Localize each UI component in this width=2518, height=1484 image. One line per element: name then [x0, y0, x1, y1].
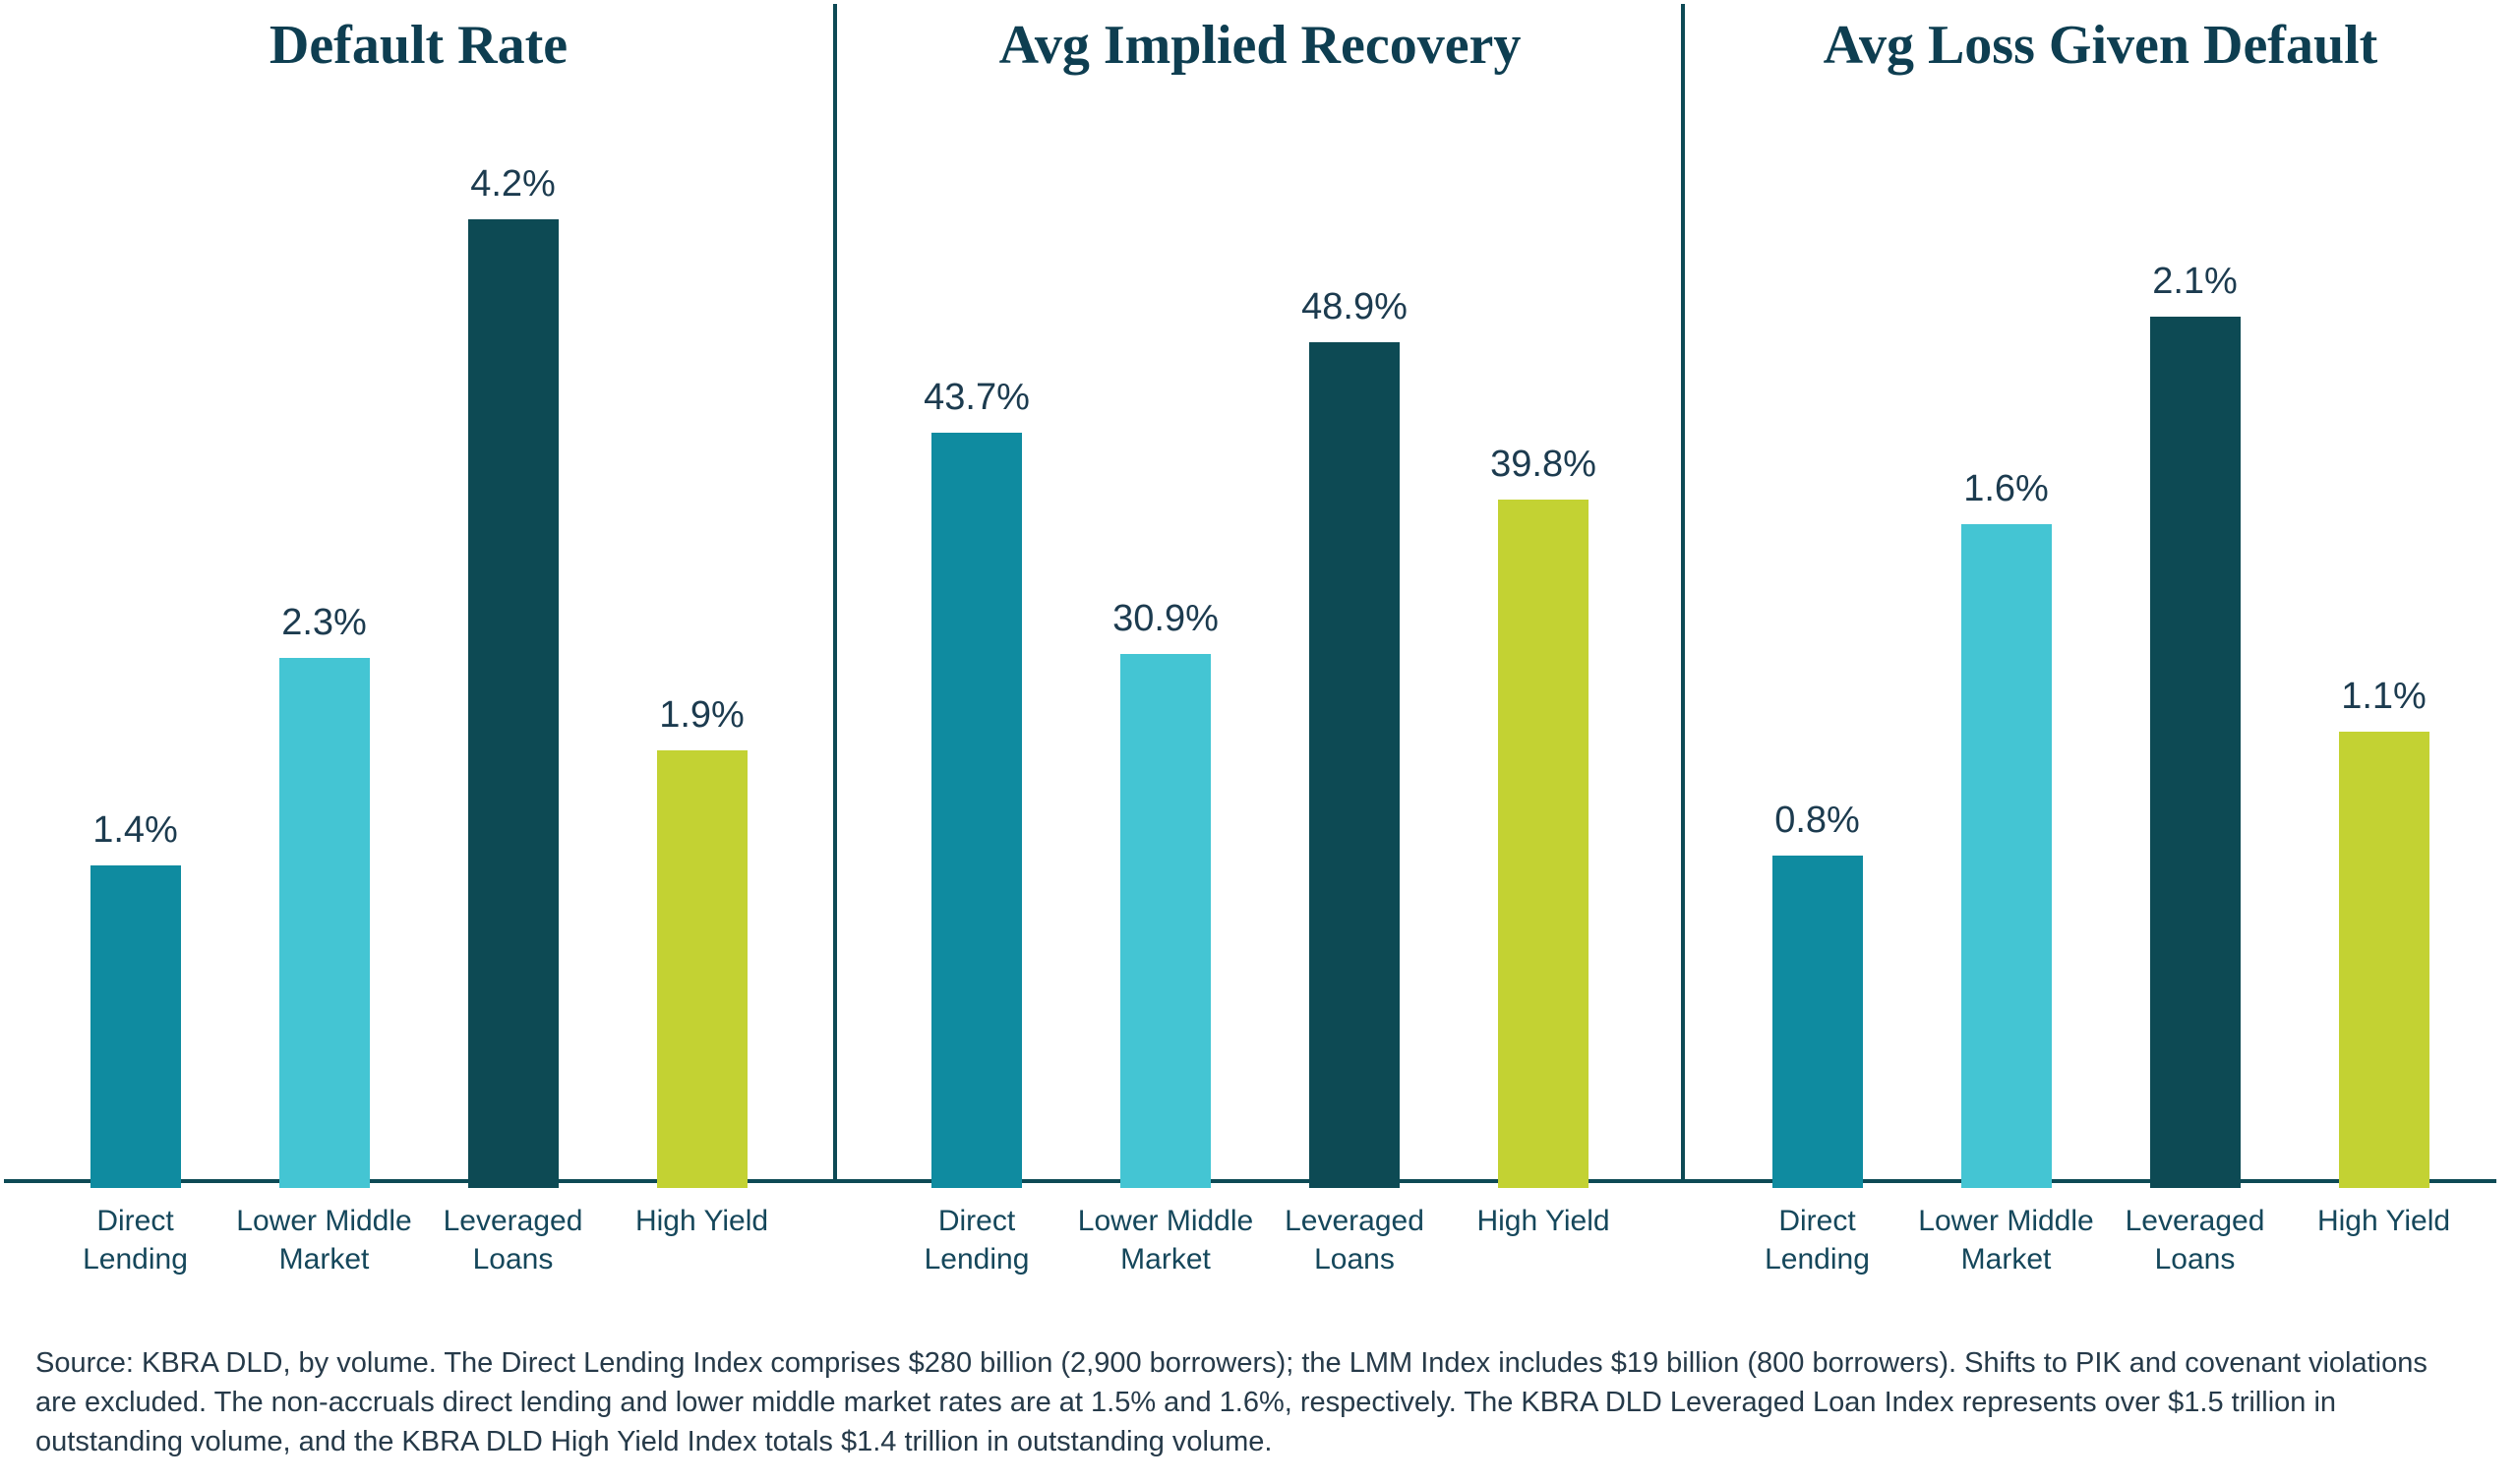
category-label-leveraged-loans: Leveraged Loans	[443, 1205, 583, 1276]
bar-value-label-lower-middle-market: 1.6%	[1963, 468, 2049, 509]
category-slot-direct-lending: Direct Lending	[41, 1202, 230, 1278]
category-slot-leveraged-loans: Leveraged Loans	[419, 1202, 608, 1278]
bar-lower-middle-market	[278, 658, 370, 1188]
bar-leveraged-loans	[467, 219, 559, 1188]
bar-slot-high-yield: 39.8%	[1449, 444, 1638, 1188]
bar-lower-middle-market	[1960, 524, 2052, 1188]
category-label-lower-middle-market: Lower Middle Market	[236, 1205, 412, 1276]
panel-divider	[1681, 4, 1685, 1181]
bar-value-label-direct-lending: 0.8%	[1774, 800, 1860, 841]
panel-title-avg-implied-recovery: Avg Implied Recovery	[998, 15, 1522, 76]
bar-leveraged-loans	[1309, 342, 1400, 1188]
bar-value-label-leveraged-loans: 4.2%	[470, 163, 556, 205]
x-axis-line	[4, 1179, 2496, 1183]
bar-slot-leveraged-loans: 48.9%	[1260, 286, 1449, 1188]
bar-slot-direct-lending: 0.8%	[1723, 800, 1912, 1188]
bar-high-yield	[1498, 500, 1589, 1188]
bar-slot-lower-middle-market: 30.9%	[1071, 598, 1260, 1188]
bar-value-label-high-yield: 1.9%	[659, 694, 745, 736]
bar-leveraged-loans	[2149, 317, 2241, 1188]
bar-value-label-leveraged-loans: 48.9%	[1301, 286, 1408, 327]
bar-value-label-lower-middle-market: 2.3%	[281, 602, 367, 643]
category-label-lower-middle-market: Lower Middle Market	[1077, 1205, 1254, 1276]
bar-group-default-rate: 1.4% 2.3% 4.2% 1.9%	[0, 0, 837, 1188]
category-slot-direct-lending: Direct Lending	[882, 1202, 1071, 1278]
bar-slot-direct-lending: 1.4%	[41, 809, 230, 1188]
category-labels-default-rate: Direct Lending Lower Middle Market Leverag…	[0, 1202, 837, 1278]
bar-value-label-high-yield: 1.1%	[2341, 676, 2427, 717]
bar-high-yield	[656, 750, 748, 1188]
category-label-high-yield: High Yield	[634, 1205, 769, 1237]
bar-value-label-direct-lending: 1.4%	[92, 809, 178, 851]
category-label-leveraged-loans: Leveraged Loans	[2125, 1205, 2265, 1276]
category-slot-high-yield: High Yield	[2290, 1202, 2479, 1278]
bar-high-yield	[2338, 732, 2429, 1188]
panel-title-avg-loss-given-default: Avg Loss Given Default	[1823, 15, 2378, 76]
panel-title-default-rate: Default Rate	[269, 15, 569, 76]
bar-slot-direct-lending: 43.7%	[882, 377, 1071, 1188]
category-slot-high-yield: High Yield	[1449, 1202, 1638, 1278]
category-labels-avg-implied-recovery: Direct Lending Lower Middle Market Leverag…	[837, 1202, 1683, 1278]
category-label-high-yield: High Yield	[1476, 1205, 1610, 1237]
category-slot-high-yield: High Yield	[608, 1202, 797, 1278]
bar-slot-high-yield: 1.9%	[608, 694, 797, 1188]
category-label-direct-lending: Direct Lending	[83, 1205, 188, 1276]
bar-direct-lending	[1771, 856, 1863, 1188]
bar-value-label-direct-lending: 43.7%	[924, 377, 1030, 418]
category-labels-avg-loss-given-default: Direct Lending Lower Middle Market Leverag…	[1683, 1202, 2518, 1278]
panel-divider	[833, 4, 837, 1181]
category-label-leveraged-loans: Leveraged Loans	[1285, 1205, 1424, 1276]
panel-default-rate: Default Rate 1.4% 2.3% 4.2% 1.9% Direct Len…	[0, 0, 837, 1276]
panel-avg-loss-given-default: Avg Loss Given Default 0.8% 1.6% 2.1% 1.1% …	[1683, 0, 2518, 1276]
bar-direct-lending	[931, 433, 1022, 1188]
bar-slot-leveraged-loans: 2.1%	[2101, 261, 2290, 1188]
category-slot-leveraged-loans: Leveraged Loans	[2101, 1202, 2290, 1278]
category-slot-lower-middle-market: Lower Middle Market	[1912, 1202, 2101, 1278]
source-note: Source: KBRA DLD, by volume. The Direct …	[35, 1347, 2428, 1457]
bar-slot-lower-middle-market: 2.3%	[230, 602, 419, 1188]
bar-slot-high-yield: 1.1%	[2290, 676, 2479, 1188]
bar-value-label-leveraged-loans: 2.1%	[2152, 261, 2238, 302]
category-label-direct-lending: Direct Lending	[1765, 1205, 1870, 1276]
category-slot-lower-middle-market: Lower Middle Market	[230, 1202, 419, 1278]
bar-slot-leveraged-loans: 4.2%	[419, 163, 608, 1188]
category-slot-leveraged-loans: Leveraged Loans	[1260, 1202, 1449, 1278]
category-label-high-yield: High Yield	[2316, 1205, 2451, 1237]
bar-group-avg-implied-recovery: 43.7% 30.9% 48.9% 39.8%	[837, 0, 1683, 1188]
category-label-lower-middle-market: Lower Middle Market	[1918, 1205, 2094, 1276]
bar-value-label-high-yield: 39.8%	[1490, 444, 1596, 485]
category-slot-lower-middle-market: Lower Middle Market	[1071, 1202, 1260, 1278]
bar-lower-middle-market	[1120, 654, 1211, 1188]
bar-slot-lower-middle-market: 1.6%	[1912, 468, 2101, 1188]
bar-value-label-lower-middle-market: 30.9%	[1112, 598, 1219, 639]
category-slot-direct-lending: Direct Lending	[1723, 1202, 1912, 1278]
bar-group-avg-loss-given-default: 0.8% 1.6% 2.1% 1.1%	[1683, 0, 2518, 1188]
bar-direct-lending	[90, 865, 181, 1188]
category-label-direct-lending: Direct Lending	[924, 1205, 1030, 1276]
panel-avg-implied-recovery: Avg Implied Recovery 43.7% 30.9% 48.9% 39.8…	[837, 0, 1683, 1276]
